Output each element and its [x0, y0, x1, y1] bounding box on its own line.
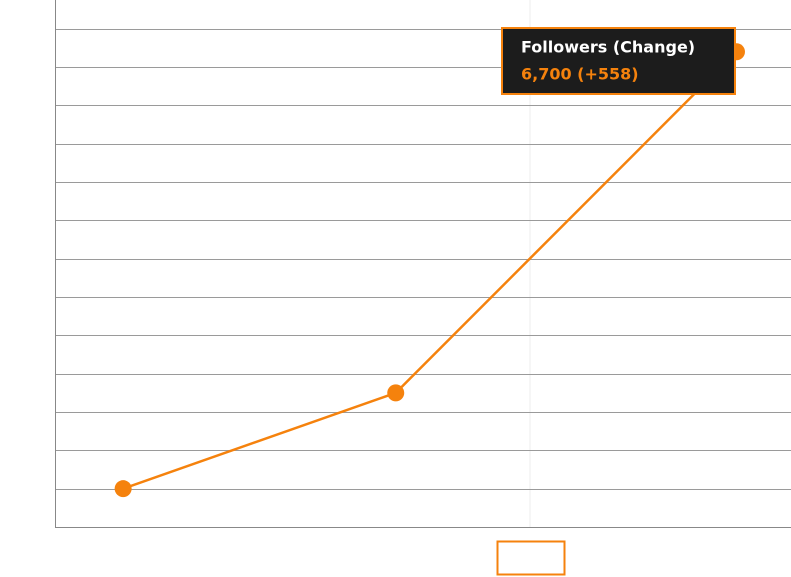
legend-box[interactable]	[496, 540, 566, 576]
tooltip-box	[501, 27, 736, 95]
tooltip-title: Followers (Change)	[521, 38, 695, 57]
point	[114, 480, 132, 498]
line	[122, 50, 738, 490]
tooltip: Followers (Change) 6,700 (+558)	[501, 27, 736, 95]
tooltip-value: 6,700 (+558)	[521, 65, 639, 84]
point	[387, 384, 405, 402]
